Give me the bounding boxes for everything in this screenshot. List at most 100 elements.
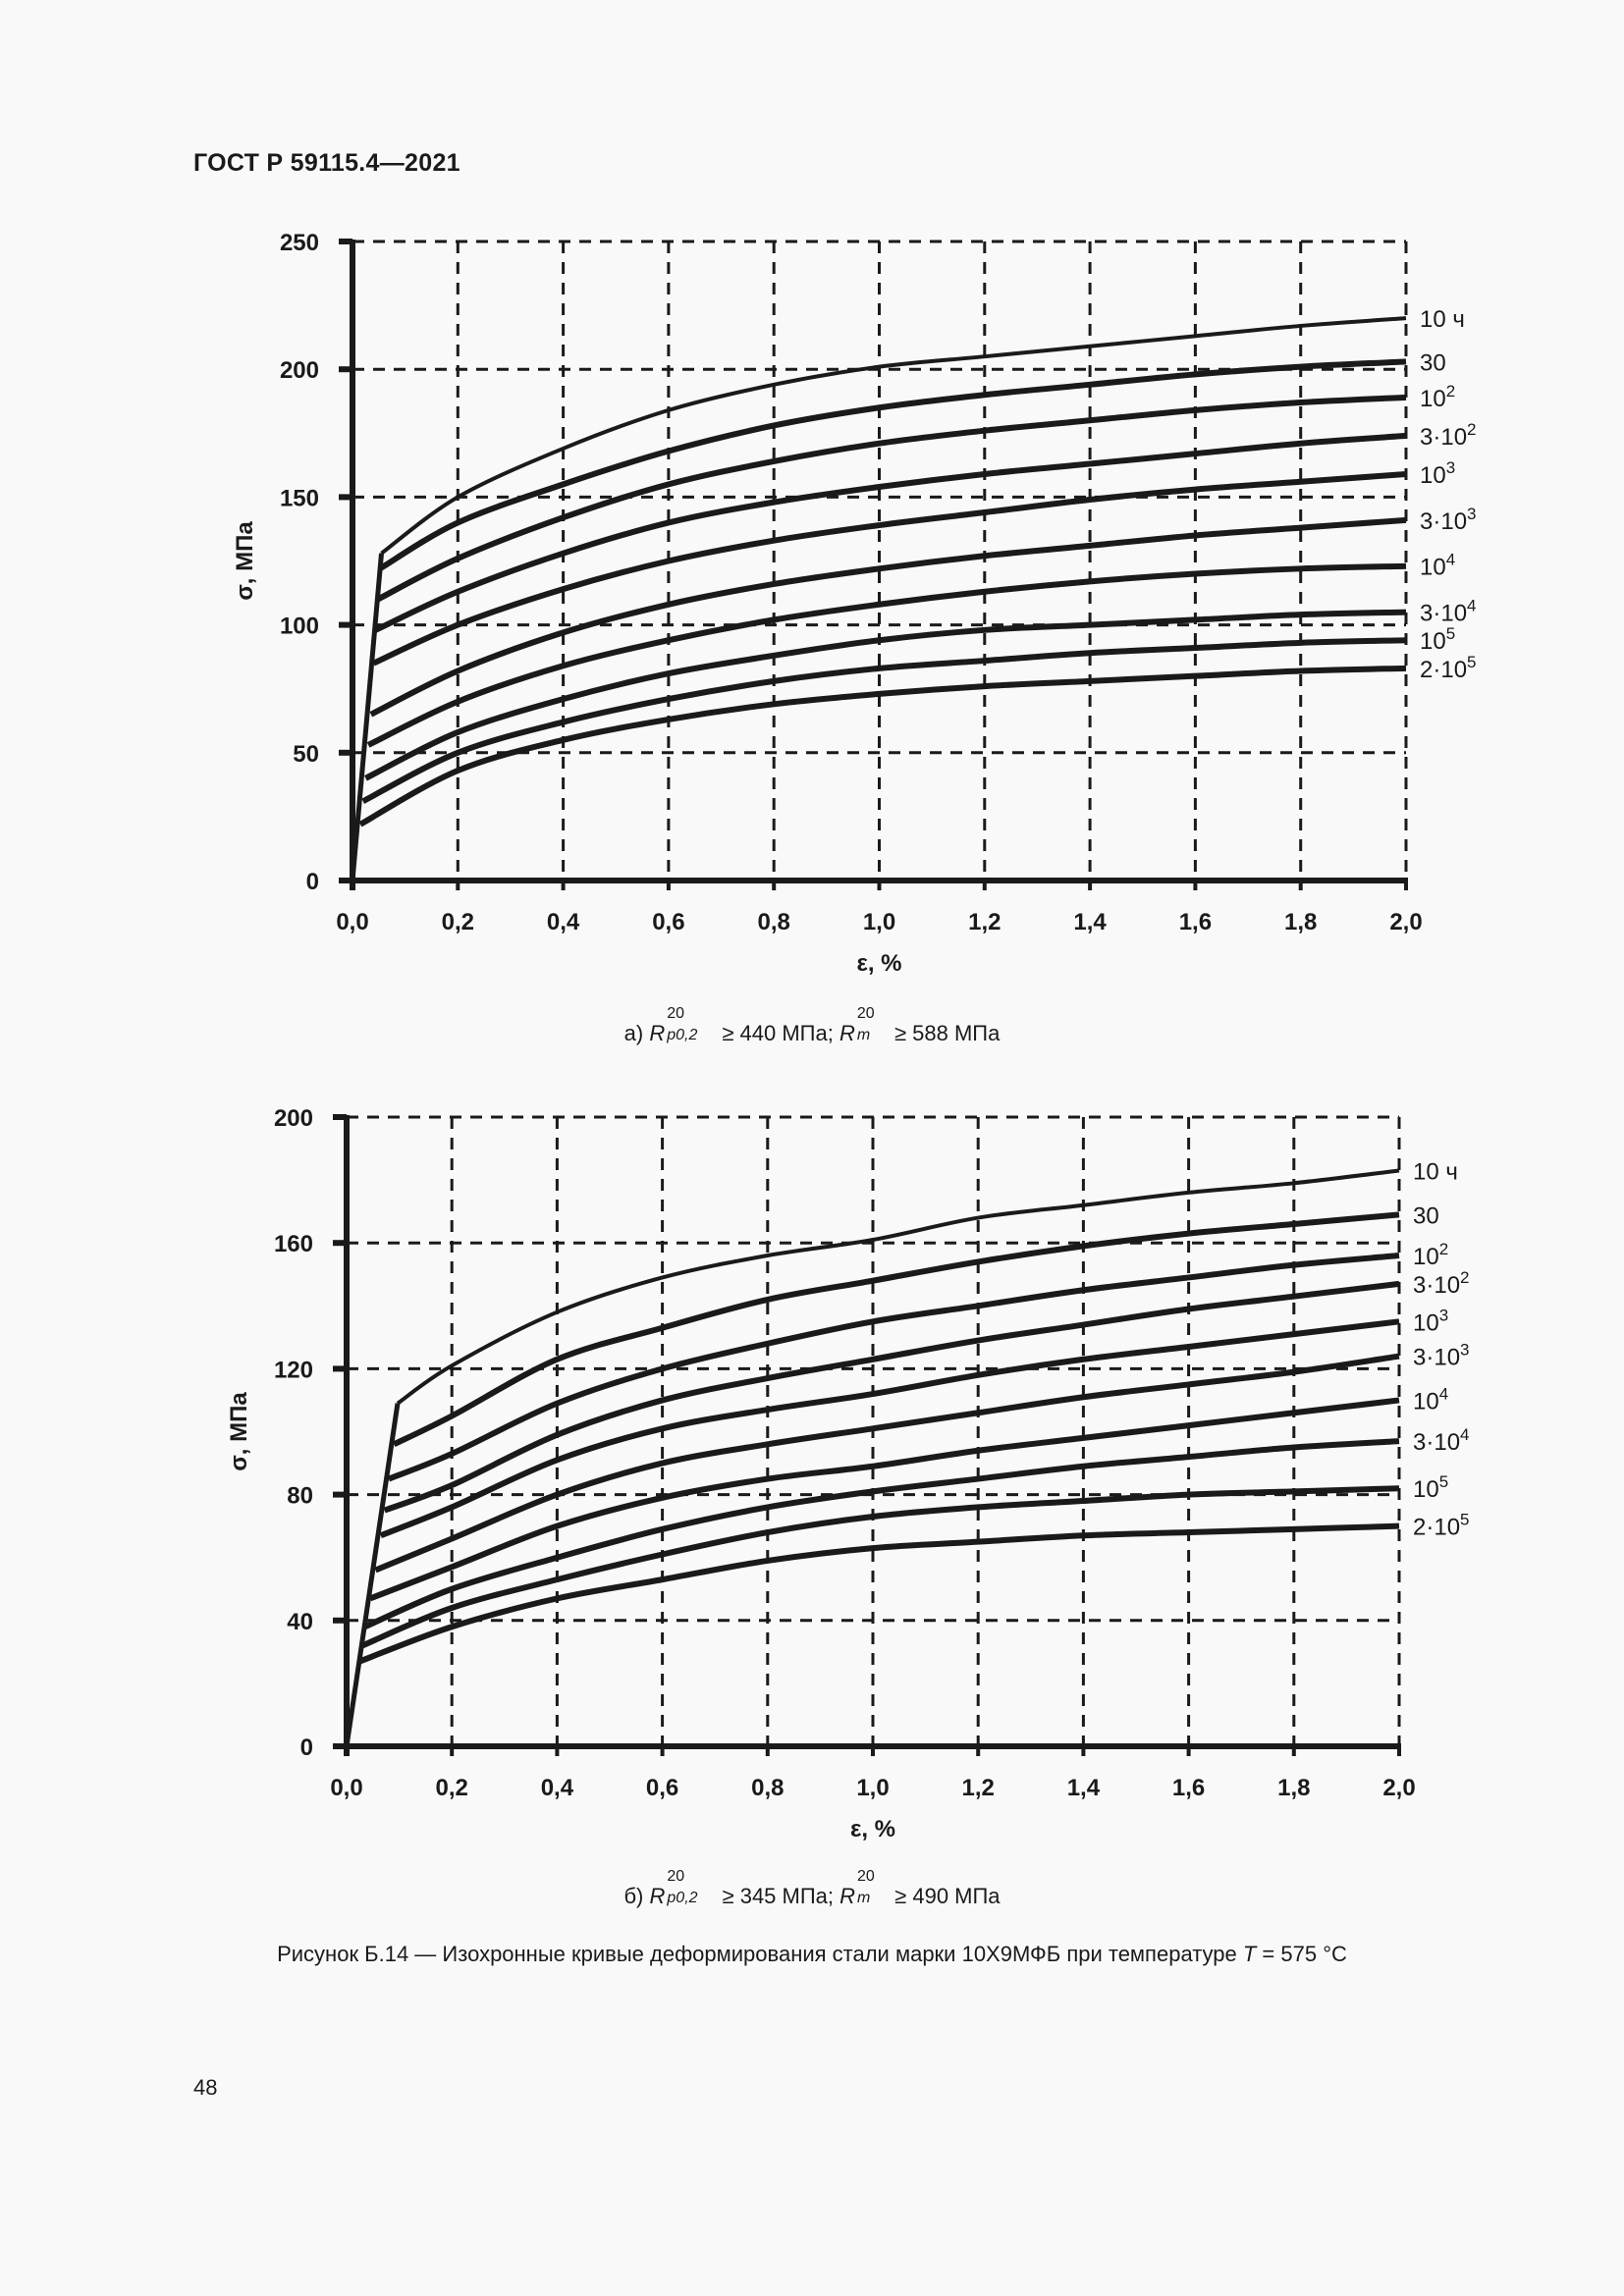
curve-label: 3·102 bbox=[1420, 420, 1477, 451]
curve-10-2 bbox=[376, 394, 1407, 603]
curve-3-10-4 bbox=[364, 609, 1407, 781]
curve-30 bbox=[392, 1211, 1400, 1448]
curve-label: 3·104 bbox=[1413, 1425, 1470, 1456]
x-tick-label: 2,0 bbox=[1389, 909, 1422, 935]
curve-label: 103 bbox=[1420, 458, 1455, 489]
x-tick-label: 1,0 bbox=[863, 909, 895, 935]
x-tick-label: 1,2 bbox=[968, 909, 1001, 935]
curve-10-4 bbox=[369, 1397, 1400, 1602]
x-tick-label: 1,4 bbox=[1067, 1775, 1101, 1801]
y-tick-label: 200 bbox=[280, 357, 319, 384]
x-axis-label: ε, % bbox=[856, 950, 901, 977]
elastic-line bbox=[344, 1403, 401, 1747]
curve-3-10-3 bbox=[374, 1353, 1400, 1574]
y-tick-label: 50 bbox=[293, 741, 319, 768]
curve-10-3 bbox=[372, 470, 1407, 667]
x-tick-label: 1,0 bbox=[856, 1775, 889, 1801]
gridlines bbox=[347, 1115, 1401, 1746]
superscript: 20 bbox=[856, 1005, 875, 1022]
curve-10-3 bbox=[379, 1318, 1400, 1539]
y-axis-label: σ, МПа bbox=[232, 521, 258, 601]
y-tick-label: 150 bbox=[280, 485, 319, 511]
curve-label: 3·103 bbox=[1420, 505, 1477, 535]
x-tick-label: 0,4 bbox=[547, 909, 580, 935]
x-tick-label: 1,4 bbox=[1073, 909, 1107, 935]
yield-strength-value: ≥ 440 МПа; bbox=[722, 1021, 834, 1045]
curve-3-10-3 bbox=[369, 516, 1407, 718]
subcaption-a: а) R 20 p0,2 ≥ 440 МПа; R 20 m ≥ 588 МПа bbox=[0, 1005, 1624, 1046]
x-tick-label: 0,0 bbox=[330, 1775, 362, 1801]
elastic-line bbox=[350, 553, 384, 881]
superscript: 20 bbox=[667, 1005, 684, 1022]
x-tick-label: 0,2 bbox=[436, 1775, 468, 1801]
curve-label: 105 bbox=[1420, 624, 1455, 655]
x-tick-label: 2,0 bbox=[1382, 1775, 1415, 1801]
x-tick-label: 0,2 bbox=[442, 909, 474, 935]
figure-caption: Рисунок Б.14 — Изохронные кривые деформи… bbox=[0, 1942, 1624, 1967]
curve-label: 102 bbox=[1413, 1240, 1448, 1270]
caption-value: = 575 °C bbox=[1256, 1942, 1347, 1966]
symbol-r: R bbox=[649, 1884, 666, 1908]
x-tick-label: 1,6 bbox=[1179, 909, 1212, 935]
tensile-strength-value: ≥ 588 МПа bbox=[893, 1021, 1001, 1045]
curve-10-5 bbox=[360, 1485, 1400, 1649]
curve-label: 10 ч bbox=[1413, 1158, 1458, 1185]
y-tick-label: 120 bbox=[274, 1357, 313, 1383]
curve-label: 104 bbox=[1420, 551, 1455, 581]
x-axis-label: ε, % bbox=[850, 1816, 895, 1842]
subscript: p0,2 bbox=[667, 1027, 698, 1043]
x-tick-label: 1,8 bbox=[1277, 1775, 1310, 1801]
curve-label: 10 ч bbox=[1420, 306, 1465, 333]
curve-label: 102 bbox=[1420, 382, 1455, 412]
isochronous-chart-a: 0,0 0,2 0,4 0,6 0,8 1,0 1,2 1,4 1,6 1,8 2,0 0 50 100 1… bbox=[232, 230, 1477, 977]
y-tick-label: 80 bbox=[287, 1483, 313, 1510]
y-tick-label: 200 bbox=[274, 1105, 313, 1132]
symbol-r: R bbox=[839, 1021, 855, 1045]
subscript: p0,2 bbox=[667, 1890, 698, 1906]
curve-2-10-5 bbox=[358, 1522, 1400, 1665]
x-tick-label: 1,2 bbox=[962, 1775, 995, 1801]
x-tick-label: 0,6 bbox=[646, 1775, 678, 1801]
curve-label: 2·105 bbox=[1413, 1511, 1470, 1541]
curve-label: 104 bbox=[1413, 1384, 1448, 1415]
curve-label: 105 bbox=[1413, 1472, 1448, 1503]
subscript: m bbox=[857, 1890, 871, 1906]
curve-10-ч bbox=[396, 1168, 1400, 1406]
curve-30 bbox=[378, 358, 1407, 571]
superscript: 20 bbox=[667, 1868, 685, 1885]
curve-3-10-4 bbox=[363, 1438, 1400, 1629]
y-tick-label: 40 bbox=[287, 1609, 313, 1635]
superscript: 20 bbox=[857, 1868, 875, 1885]
curve-3-10-2 bbox=[383, 1280, 1400, 1514]
curve-label: 103 bbox=[1413, 1306, 1448, 1336]
x-tick-label: 1,6 bbox=[1172, 1775, 1205, 1801]
curve-label: 3·103 bbox=[1413, 1341, 1470, 1371]
curve-10-4 bbox=[366, 562, 1407, 748]
curve-label: 3·104 bbox=[1420, 597, 1477, 627]
tensile-strength-value: ≥ 490 МПа bbox=[894, 1884, 1001, 1908]
y-tick-label: 160 bbox=[274, 1231, 313, 1257]
curve-label: 30 bbox=[1420, 349, 1446, 376]
curve-10-5 bbox=[361, 637, 1407, 804]
axes: 0,0 0,2 0,4 0,6 0,8 1,0 1,2 1,4 1,6 1,8 2,0 0 50 100 1… bbox=[232, 230, 1423, 977]
document-header: ГОСТ Р 59115.4—2021 bbox=[193, 149, 460, 177]
x-tick-label: 0,8 bbox=[751, 1775, 784, 1801]
y-tick-label: 0 bbox=[300, 1735, 313, 1761]
curve-label: 3·102 bbox=[1413, 1268, 1470, 1299]
x-tick-label: 0,6 bbox=[652, 909, 684, 935]
curve-10-ч bbox=[380, 316, 1407, 556]
y-tick-label: 250 bbox=[280, 230, 319, 256]
x-tick-label: 1,8 bbox=[1284, 909, 1317, 935]
axes: 0,0 0,2 0,4 0,6 0,8 1,0 1,2 1,4 1,6 1,8 2,0 0 40 80 12… bbox=[226, 1105, 1416, 1842]
y-axis-label: σ, МПа bbox=[226, 1392, 252, 1471]
subcaption-label: б) bbox=[623, 1884, 644, 1908]
y-tick-label: 0 bbox=[306, 869, 319, 895]
subscript: m bbox=[856, 1027, 871, 1043]
symbol-r: R bbox=[839, 1884, 856, 1908]
y-tick-label: 100 bbox=[280, 614, 319, 640]
x-tick-label: 0,8 bbox=[758, 909, 790, 935]
subcaption-label: а) bbox=[623, 1021, 644, 1045]
curve-2-10-5 bbox=[358, 665, 1407, 828]
